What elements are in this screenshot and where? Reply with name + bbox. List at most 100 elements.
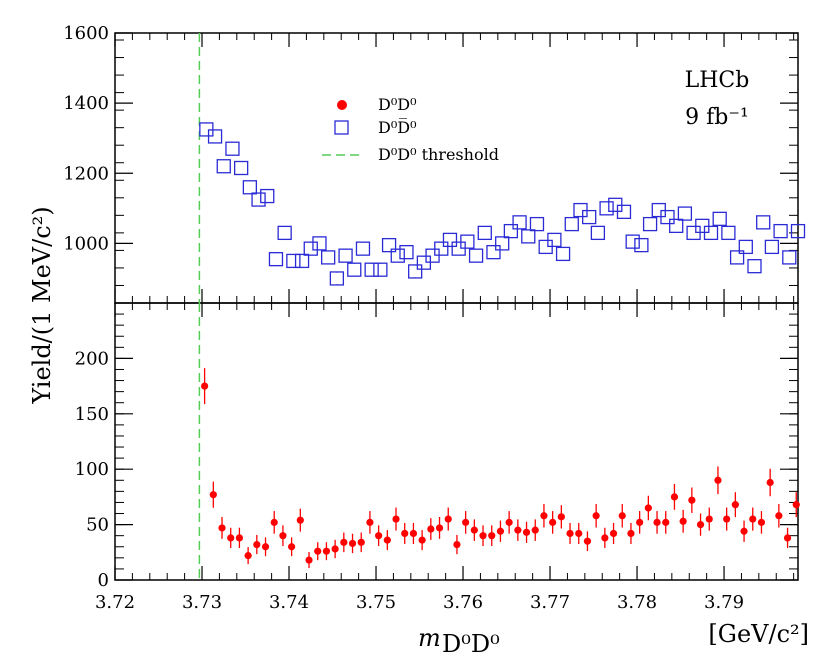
dd-point [688,487,696,513]
ddbar-marker [486,245,501,260]
bottom-panel-frame [114,302,799,581]
x-tick-label: 3.77 [530,592,570,613]
dd-marker [322,547,331,555]
dd-marker [696,521,705,529]
ddbar-marker [634,237,649,253]
dd-point [696,513,705,536]
y-tick-label: 100 [75,459,109,480]
dd-marker [644,504,652,512]
dd-marker [288,543,296,551]
dd-point [714,466,722,495]
dd-marker [575,529,583,538]
top-y-axis-ticks: 1000 1200 1400 1600 [63,23,798,304]
dd-point [757,511,766,534]
dd-marker [496,527,505,535]
y-tick-label: 1000 [63,233,109,254]
dd-marker [731,501,739,509]
ddbar-point [782,250,797,265]
dd-point [453,534,461,555]
ddbar-marker [642,216,658,232]
ddbar-marker [477,225,492,241]
dd-point [296,508,304,532]
dd-point [348,533,357,554]
dd-marker [522,528,531,536]
ddbar-marker [355,241,371,256]
dd-marker [531,526,539,534]
legend-label-threshold: D⁰D⁰ threshold [378,145,499,164]
ddbar-point [616,204,632,219]
ddbar-marker [564,216,579,232]
dd-point [775,503,783,528]
ddbar-point [660,209,675,225]
ddbar-marker [512,215,527,230]
ddbar-point [260,188,275,204]
dd-marker [775,512,783,520]
dd-marker [705,515,713,523]
ddbar-point [599,201,614,216]
dd-marker [740,527,748,535]
dd-point [670,483,679,510]
ddbar-point [503,223,519,239]
dd-point [435,517,444,539]
ddbar-marker [242,180,258,195]
dd-marker [601,534,609,542]
dd-bar-series [199,122,806,286]
dd-marker [348,539,357,548]
y-tick-label: 50 [86,515,109,536]
y-tick-label: 1200 [63,163,109,184]
ddbar-point [286,253,301,269]
dd-point [244,547,252,565]
dd-marker [540,512,548,520]
dd-point [531,519,539,541]
ddbar-marker [712,211,727,226]
ddbar-marker [321,250,336,265]
ddbar-marker [503,223,519,239]
ddbar-marker [599,201,614,216]
ddbar-point [669,218,684,234]
ddbar-point [225,141,240,156]
ddbar-marker [625,234,640,249]
dd-point [740,520,748,542]
ddbar-marker [225,141,240,156]
dd-marker [235,534,244,542]
dd-marker [453,540,461,549]
dd-marker [583,537,592,545]
ddbar-point [712,211,727,226]
dd-marker [357,538,365,546]
ddbar-point [703,225,719,241]
ddbar-marker [303,241,318,256]
ddbar-point [790,223,806,239]
ddbar-marker [764,239,780,255]
dd-marker [279,532,287,540]
dd-marker [462,518,470,526]
dd-point [618,503,626,528]
ddbar-marker [495,236,510,251]
ddbar-point [364,262,379,277]
ddbar-point [677,206,693,221]
ddbar-point [277,225,292,241]
x-axis-ticks: 3.72 3.73 3.74 3.75 3.76 3.77 3.78 3.79 [95,33,795,613]
dd-point [783,527,792,549]
ddbar-point [547,232,562,248]
dd-marker [662,518,670,526]
ddbar-point [738,239,753,255]
dd-point [679,509,687,533]
dd-point [514,519,522,541]
ddbar-marker [521,229,536,244]
dd-marker [366,518,374,526]
dd-marker [427,525,435,533]
x-tick-label: 3.75 [356,592,396,613]
ddbar-marker [790,223,806,239]
dd-marker [331,545,339,553]
ddbar-marker [721,225,736,241]
dd-marker [435,524,444,532]
ddbar-marker [347,262,362,277]
dd-marker [340,538,348,546]
dd-marker [305,556,313,564]
dd-marker [375,532,383,540]
ddbar-marker [669,218,684,234]
ddbar-point [390,248,405,263]
dd-marker [783,534,792,542]
ddbar-point [564,216,579,232]
dd-marker [401,529,409,538]
